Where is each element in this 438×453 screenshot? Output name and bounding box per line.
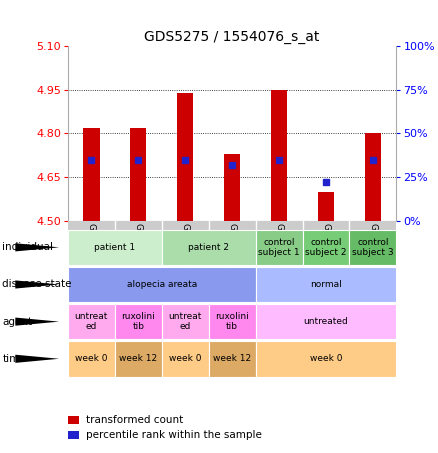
Bar [68, 416, 79, 424]
Bar [130, 128, 146, 221]
Bar [68, 341, 115, 376]
Bar [256, 267, 396, 302]
Text: time: time [2, 354, 26, 364]
Text: control
subject 2: control subject 2 [305, 238, 347, 257]
Text: patient 2: patient 2 [188, 243, 229, 252]
Bar [68, 304, 115, 339]
Bar [256, 341, 396, 376]
Text: patient 1: patient 1 [94, 243, 135, 252]
Bar [177, 93, 194, 221]
Bar [115, 304, 162, 339]
Bar [68, 267, 256, 302]
Bar [162, 304, 208, 339]
Polygon shape [15, 318, 59, 326]
Text: control
subject 1: control subject 1 [258, 238, 300, 257]
Text: untreated: untreated [304, 317, 348, 326]
Text: GSM1414316: GSM1414316 [275, 223, 283, 284]
Bar [256, 230, 303, 265]
Text: agent: agent [2, 317, 32, 327]
Bar [365, 134, 381, 221]
Polygon shape [15, 355, 59, 363]
Text: ruxolini
tib: ruxolini tib [215, 312, 249, 331]
Text: week 0: week 0 [75, 354, 108, 363]
Title: GDS5275 / 1554076_s_at: GDS5275 / 1554076_s_at [145, 30, 320, 44]
Text: GSM1414318: GSM1414318 [368, 223, 378, 284]
Text: disease state: disease state [2, 280, 72, 289]
Bar [115, 341, 162, 376]
Text: week 0: week 0 [169, 354, 201, 363]
Text: GSM1414314: GSM1414314 [181, 223, 190, 283]
Text: normal: normal [310, 280, 342, 289]
Polygon shape [15, 243, 59, 251]
Text: alopecia areata: alopecia areata [127, 280, 197, 289]
Bar [350, 230, 396, 265]
Bar [83, 128, 99, 221]
Text: untreat
ed: untreat ed [74, 312, 108, 331]
Text: individual: individual [2, 242, 53, 252]
Text: ruxolini
tib: ruxolini tib [121, 312, 155, 331]
Text: control
subject 3: control subject 3 [352, 238, 394, 257]
Bar [208, 341, 256, 376]
Polygon shape [15, 280, 59, 289]
Text: week 0: week 0 [310, 354, 342, 363]
Text: GSM1414312: GSM1414312 [87, 223, 96, 283]
Bar [208, 304, 256, 339]
Text: GSM1414315: GSM1414315 [228, 223, 237, 284]
Text: GSM1414313: GSM1414313 [134, 223, 143, 284]
Bar [303, 230, 350, 265]
Text: percentile rank within the sample: percentile rank within the sample [86, 430, 262, 440]
Bar [68, 230, 162, 265]
Text: week 12: week 12 [213, 354, 251, 363]
Text: week 12: week 12 [119, 354, 157, 363]
Bar [256, 304, 396, 339]
Bar [318, 192, 334, 221]
Text: GSM1414317: GSM1414317 [321, 223, 331, 284]
Text: transformed count: transformed count [86, 415, 183, 425]
Bar [162, 341, 208, 376]
Bar [68, 431, 79, 439]
Text: untreat
ed: untreat ed [169, 312, 202, 331]
Bar [271, 90, 287, 221]
Bar [224, 154, 240, 221]
Bar [162, 230, 256, 265]
